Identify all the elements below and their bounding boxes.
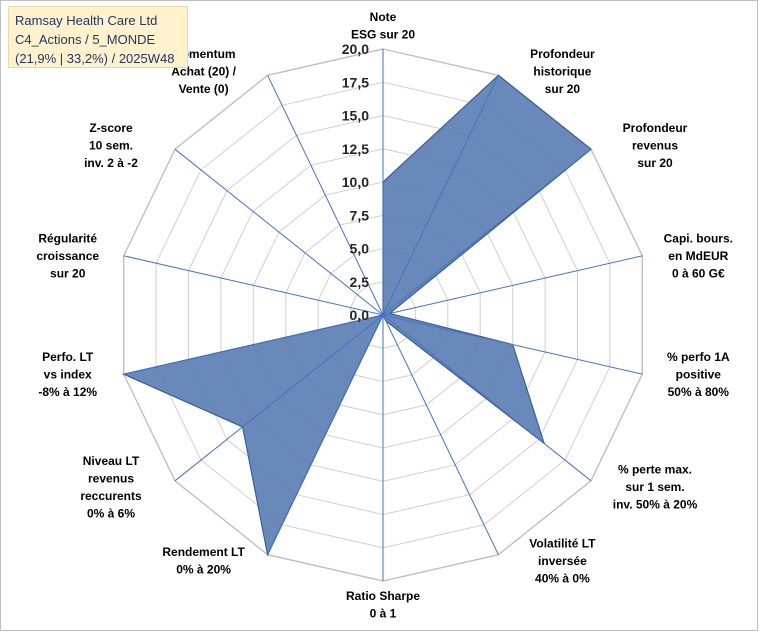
tick-label: 7,5 xyxy=(350,207,370,223)
axis-label-line: reccurents xyxy=(80,489,142,503)
axis-label: Profondeur revenus sur 20 xyxy=(623,121,688,170)
axis-label-line: revenus xyxy=(632,138,678,152)
axis-label-line: Achat (20) / xyxy=(171,65,236,79)
axis-label-line: Ratio Sharpe xyxy=(346,589,420,603)
axis-label-line: -8% à 12% xyxy=(38,385,97,399)
axis-label-line: 10 sem. xyxy=(89,138,133,152)
axis-spoke xyxy=(382,75,499,316)
axis-label-line: 0 à 1 xyxy=(370,607,397,621)
axis-label: % perfo 1A positive 50% à 80% xyxy=(667,350,730,399)
tick-label: 12,5 xyxy=(342,141,369,157)
tick-label: 15,0 xyxy=(342,108,369,124)
tick-label: 5,0 xyxy=(350,241,370,257)
axis-label-line: en MdEUR xyxy=(668,249,728,263)
axis-spoke xyxy=(174,314,384,482)
axis-spoke xyxy=(267,75,384,316)
tick-label: 17,5 xyxy=(342,74,369,90)
tick-layer: 0,0 2,5 5,0 7,5 10,0 12,5 15,0 17,5 20,0 xyxy=(342,41,369,323)
axis-label-line: % perfo 1A xyxy=(667,350,730,364)
axis-label: Volatilité LT inversée 40% à 0% xyxy=(529,536,596,585)
axis-label: Régularité croissance sur 20 xyxy=(36,232,99,281)
axis-label-line: Vente (0) xyxy=(179,82,229,96)
axis-label-line: 0% à 20% xyxy=(176,563,231,577)
tick-label: 10,0 xyxy=(342,174,369,190)
axis-label-line: % perte max. xyxy=(618,463,692,477)
axis-label-line: Volatilité LT xyxy=(529,536,596,550)
axis-label-line: Perfo. LT xyxy=(42,350,94,364)
axis-spoke xyxy=(382,314,643,375)
axis-label-line: Z-score xyxy=(89,121,133,135)
axis-label-line: vs index xyxy=(44,367,92,381)
tick-label: 20,0 xyxy=(342,41,369,57)
axis-label: % perte max. sur 1 sem. inv. 50% à 20% xyxy=(613,463,698,512)
tick-label: 0,0 xyxy=(350,307,370,323)
title-stats: (21,9% | 33,2%) / 2025W48 xyxy=(15,51,175,66)
axis-label-line: Niveau LT xyxy=(83,454,140,468)
axis-label-line: 0% à 6% xyxy=(87,506,135,520)
axis-label: Capi. bours. en MdEUR 0 à 60 G€ xyxy=(664,232,733,281)
axis-label-line: sur 20 xyxy=(545,82,581,96)
title-box: Ramsay Health Care Ltd C4_Actions / 5_MO… xyxy=(8,6,188,68)
axis-label: Ratio Sharpe 0 à 1 xyxy=(346,589,420,621)
axis-label-line: 0 à 60 G€ xyxy=(672,267,725,281)
axis-label-line: inversée xyxy=(538,554,587,568)
axis-label: Rendement LT 0% à 20% xyxy=(162,545,245,577)
axis-spoke xyxy=(267,314,384,555)
axis-label: Perfo. LT vs index -8% à 12% xyxy=(38,350,97,399)
axis-label-line: Profondeur xyxy=(623,121,688,135)
axis-spoke xyxy=(123,255,384,316)
axis-label-line: sur 20 xyxy=(50,267,86,281)
axis-label-line: sur 20 xyxy=(637,156,673,170)
axis-label-line: ESG sur 20 xyxy=(351,28,415,42)
axis-label-line: Rendement LT xyxy=(162,545,245,559)
axis-spoke xyxy=(382,314,592,482)
axis-label-line: sur 1 sem. xyxy=(625,480,684,494)
axis-label-line: Régularité xyxy=(38,232,97,246)
axis-label-line: revenus xyxy=(88,471,134,485)
axis-spoke xyxy=(123,314,384,375)
axis-label-line: inv. 50% à 20% xyxy=(613,498,698,512)
spoke-layer xyxy=(123,49,643,581)
axis-label-line: 50% à 80% xyxy=(668,385,730,399)
axis-label-line: 40% à 0% xyxy=(535,571,590,585)
axis-spoke xyxy=(382,314,499,555)
title-category: C4_Actions / 5_MONDE xyxy=(15,32,156,47)
axis-label-line: historique xyxy=(533,65,591,79)
axis-label-line: Capi. bours. xyxy=(664,232,733,246)
axis-label-line: positive xyxy=(676,367,722,381)
axis-label: Niveau LT revenus reccurents 0% à 6% xyxy=(80,454,142,521)
axis-spoke xyxy=(382,148,592,316)
axis-spoke xyxy=(174,148,384,316)
axis-label: Z-score 10 sem. inv. 2 à -2 xyxy=(84,121,138,170)
axis-spoke xyxy=(382,255,643,316)
axis-label-line: Note xyxy=(370,10,397,24)
axis-label: Profondeur historique sur 20 xyxy=(530,47,595,96)
axis-label-line: inv. 2 à -2 xyxy=(84,156,138,170)
tick-label: 2,5 xyxy=(350,274,370,290)
axis-label: Note ESG sur 20 xyxy=(351,10,415,42)
axis-label-line: croissance xyxy=(36,249,99,263)
axis-label-line: Profondeur xyxy=(530,47,595,61)
title-company: Ramsay Health Care Ltd xyxy=(15,13,158,28)
